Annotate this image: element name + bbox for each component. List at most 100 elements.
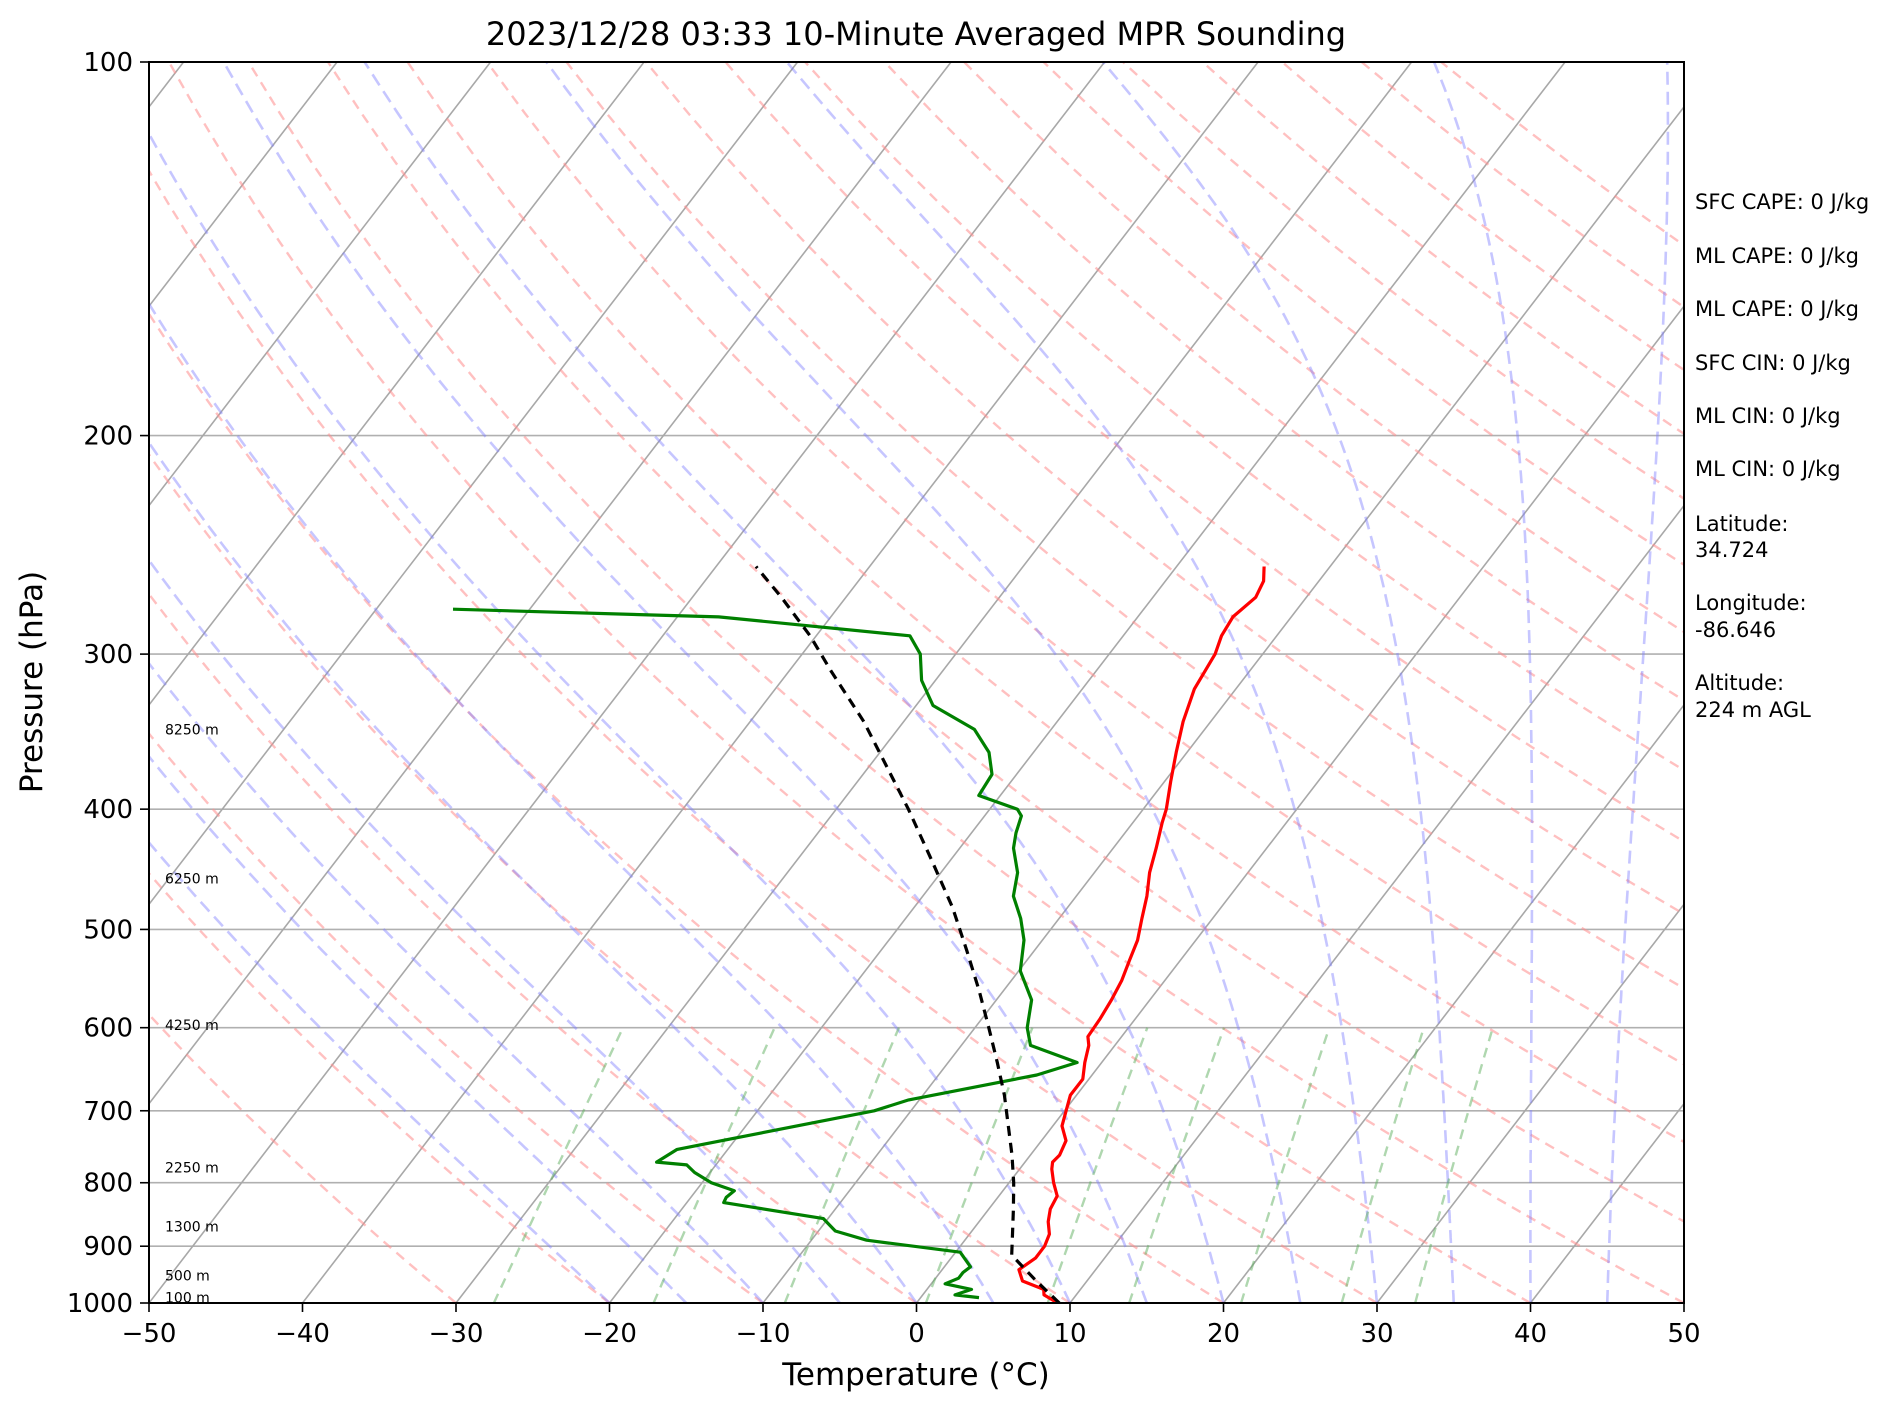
x-axis-label: Temperature (°C)	[781, 1357, 1050, 1393]
height-label: 4250 m	[165, 1018, 219, 1034]
height-label: 8250 m	[165, 722, 219, 738]
isotherm-line	[1069, 504, 1684, 1303]
y-tick-label: 300	[83, 640, 133, 670]
isotherm-line	[1222, 703, 1684, 1303]
sounding-info-panel: SFC CAPE: 0 J/kg ML CAPE: 0 J/kg ML CAPE: …	[1695, 190, 1869, 722]
sounding-series-1	[452, 607, 1079, 1300]
series-layer	[452, 565, 1266, 1303]
x-tick-label: −40	[275, 1319, 330, 1349]
height-label: 500 m	[165, 1268, 210, 1284]
mixing-ratio-line	[1414, 1027, 1494, 1303]
height-label: 2250 m	[165, 1161, 219, 1177]
isotherm-line	[149, 62, 1106, 1303]
y-tick-label: 400	[83, 795, 133, 825]
height-label: 100 m	[165, 1291, 210, 1307]
moist-adiabat-line	[1432, 62, 1534, 1303]
isotherm-line	[455, 62, 1413, 1303]
dry-adiabat-line	[1042, 62, 1684, 567]
moist-adiabat-line	[149, 440, 918, 1303]
y-tick-label: 700	[83, 1097, 133, 1127]
y-tick-label: 900	[83, 1232, 133, 1262]
dry-adiabat-line	[645, 62, 1684, 916]
moist-adiabat-line	[363, 62, 1225, 1303]
x-axis: −50 −40 −30 −20 −10 0 10 20 30 40 50	[122, 1303, 1701, 1349]
mixing-ratio-layer	[492, 1027, 1494, 1303]
info-line: 34.724	[1695, 538, 1768, 562]
mixing-ratio-line	[1046, 1027, 1149, 1303]
y-tick-label: 200	[83, 422, 133, 452]
dry-adiabat-line	[247, 62, 1684, 1303]
y-tick-label: 500	[83, 915, 133, 945]
info-line: ML CAPE: 0 J/kg	[1695, 244, 1859, 268]
mixing-ratio-line	[783, 1027, 901, 1303]
isotherm-line	[762, 105, 1684, 1303]
dry-adiabat-line	[149, 731, 764, 1303]
mixing-ratio-line	[1239, 1027, 1331, 1303]
x-tick-label: 10	[1053, 1319, 1086, 1349]
mixing-ratio-line	[492, 1027, 625, 1303]
y-tick-label: 100	[83, 48, 133, 78]
x-tick-label: −20	[582, 1319, 637, 1349]
height-label: 1300 m	[165, 1220, 219, 1236]
moist-adiabat-line	[149, 131, 1072, 1303]
moist-adiabat-line	[545, 62, 1302, 1303]
height-label: 6250 m	[165, 872, 219, 888]
isotherm-line	[915, 304, 1684, 1303]
isotherm-line	[301, 62, 1259, 1303]
x-tick-label: 20	[1207, 1319, 1240, 1349]
x-tick-label: 0	[908, 1319, 925, 1349]
grid-layer	[149, 62, 1684, 1303]
x-tick-label: 50	[1667, 1319, 1700, 1349]
info-line: Longitude:	[1695, 591, 1807, 615]
info-line: ML CIN: 0 J/kg	[1695, 457, 1841, 481]
dry-adiabat-line	[149, 452, 1071, 1303]
dry-adiabat-line	[486, 62, 1684, 1066]
x-tick-label: 30	[1360, 1319, 1393, 1349]
dry-adiabat-line	[326, 62, 1684, 1223]
info-line: -86.646	[1695, 618, 1776, 642]
dry-adiabat-line	[149, 592, 918, 1303]
x-tick-label: −10	[736, 1319, 791, 1349]
dry-adiabat-line	[149, 311, 1225, 1303]
mixing-ratio-line	[1340, 1027, 1425, 1303]
plot-frame	[148, 61, 1685, 1304]
info-line: SFC CIN: 0 J/kg	[1695, 351, 1851, 375]
dry-adiabat-line	[804, 62, 1684, 772]
moist-adiabat-line	[222, 62, 1149, 1303]
dry-adiabat-line	[565, 62, 1684, 990]
info-line: Altitude:	[1695, 671, 1784, 695]
isotherm-line	[149, 62, 799, 906]
moist-adiabat-line	[149, 840, 611, 1303]
moist-adiabat-line	[149, 301, 995, 1303]
dry-adiabat-line	[149, 871, 611, 1303]
x-tick-label: −50	[122, 1319, 177, 1349]
x-tick-label: −30	[429, 1319, 484, 1349]
isotherm-layer	[149, 62, 1684, 1303]
isotherm-line	[1376, 902, 1684, 1303]
moist-adiabat-line	[149, 754, 688, 1303]
isotherm-line	[149, 62, 492, 507]
y-axis: 100 200 300 400 500 600 700 800 900 1000	[67, 48, 149, 1319]
moist-adiabat-line	[1101, 62, 1456, 1303]
moist-adiabat-line	[149, 661, 764, 1303]
y-tick-label: 600	[83, 1014, 133, 1044]
y-axis-label: Pressure (hPa)	[14, 571, 50, 793]
x-tick-label: 40	[1514, 1319, 1547, 1349]
chart-title: 2023/12/28 03:33 10-Minute Averaged MPR …	[486, 15, 1346, 53]
info-line: SFC CAPE: 0 J/kg	[1695, 190, 1869, 214]
info-line: ML CAPE: 0 J/kg	[1695, 297, 1859, 321]
info-line: Latitude:	[1695, 512, 1789, 536]
y-tick-label: 800	[83, 1169, 133, 1199]
y-tick-label: 1000	[67, 1289, 133, 1319]
mixing-ratio-line	[924, 1027, 1034, 1303]
info-line: 224 m AGL	[1695, 698, 1811, 722]
moist-adiabat-line	[149, 558, 841, 1303]
dry-adiabat-layer	[149, 62, 1684, 1303]
sounding-series-0	[1017, 566, 1266, 1303]
isotherm-line	[149, 62, 645, 707]
dry-adiabat-line	[883, 62, 1684, 702]
moist-adiabat-line	[1606, 62, 1670, 1303]
mixing-ratio-line	[652, 1027, 776, 1303]
height-label-layer: 100 m 500 m 1300 m 2250 m 4250 m 6250 m 8250 m	[165, 722, 219, 1306]
